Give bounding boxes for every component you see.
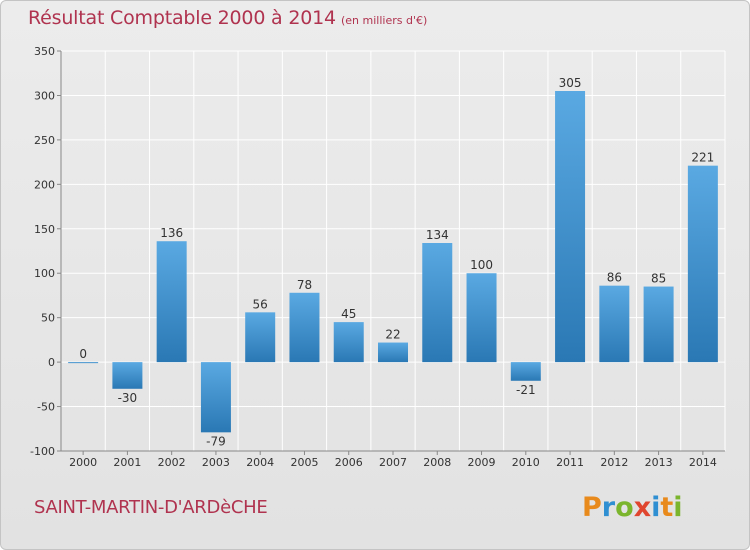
x-tick-label: 2004	[246, 456, 274, 469]
bar-2011	[555, 91, 586, 363]
y-tick-label: -100	[30, 445, 55, 458]
data-label: 78	[297, 278, 312, 292]
bar-2009	[466, 273, 497, 363]
data-label: -30	[118, 391, 138, 405]
x-tick-label: 2009	[468, 456, 496, 469]
data-label: 86	[607, 271, 622, 285]
svg-text:Proxiti: Proxiti	[582, 492, 683, 523]
data-label: -79	[206, 434, 226, 448]
bar-2004	[245, 312, 276, 363]
bar-2010	[510, 362, 541, 381]
x-tick-label: 2005	[290, 456, 318, 469]
x-tick-label: 2002	[158, 456, 186, 469]
bar-2014	[687, 165, 718, 363]
y-tick-label: 250	[34, 134, 55, 147]
x-tick-label: 2003	[202, 456, 230, 469]
data-label: 56	[253, 297, 268, 311]
bar-2005	[289, 292, 320, 363]
chart-title: Résultat Comptable 2000 à 2014	[28, 7, 336, 29]
x-tick-label: 2007	[379, 456, 407, 469]
data-label: 134	[426, 228, 449, 242]
y-tick-label: 200	[34, 178, 55, 191]
bar-2007	[378, 342, 408, 363]
bar-2013	[643, 286, 674, 363]
data-label: 22	[385, 328, 400, 342]
x-tick-label: 2014	[689, 456, 717, 469]
y-tick-label: 100	[34, 267, 55, 280]
bars	[68, 91, 718, 433]
x-tick-label: 2006	[335, 456, 363, 469]
bar-2000	[68, 362, 99, 364]
x-tick-label: 2012	[600, 456, 628, 469]
data-label: 0	[79, 347, 87, 361]
y-tick-label: 0	[48, 356, 55, 369]
data-label: 136	[160, 226, 183, 240]
bar-2008	[422, 243, 453, 363]
chart-subtitle: (en milliers d'€)	[341, 14, 428, 27]
x-tick-label: 2001	[113, 456, 141, 469]
data-label: -21	[516, 383, 536, 397]
y-tick-label: 300	[34, 89, 55, 102]
data-label: 221	[691, 151, 714, 165]
y-tick-label: -50	[37, 401, 55, 414]
bar-2006	[333, 322, 364, 363]
data-labels: 0 -30 136 -79 56 78 45 22 134 100 -21 305 86 85 221	[79, 76, 714, 448]
commune-name: SAINT-MARTIN-D'ARDèCHE	[34, 497, 268, 518]
x-tick-label: 2013	[645, 456, 673, 469]
x-axis: 2000 2001 2002 2003 2004 2005 2006 2007 2008 2009…	[61, 450, 725, 469]
data-label: 85	[651, 272, 666, 286]
x-tick-label: 2010	[512, 456, 540, 469]
y-tick-label: 50	[41, 312, 55, 325]
y-tick-label: 350	[34, 45, 55, 58]
y-axis: 350 300 250 200 150 100 50 0 -50 -100	[30, 45, 62, 458]
x-tick-label: 2011	[556, 456, 584, 469]
x-tick-label: 2000	[69, 456, 97, 469]
bar-2001	[112, 362, 143, 389]
y-tick-label: 150	[34, 223, 55, 236]
x-tick-label: 2008	[423, 456, 451, 469]
proxiti-logo: Proxiti	[582, 492, 683, 523]
bar-2003	[200, 362, 231, 433]
data-label: 305	[559, 76, 582, 90]
bar-2002	[156, 241, 187, 363]
data-label: 45	[341, 307, 356, 321]
bar-2012	[599, 285, 630, 363]
data-label: 100	[470, 258, 493, 272]
